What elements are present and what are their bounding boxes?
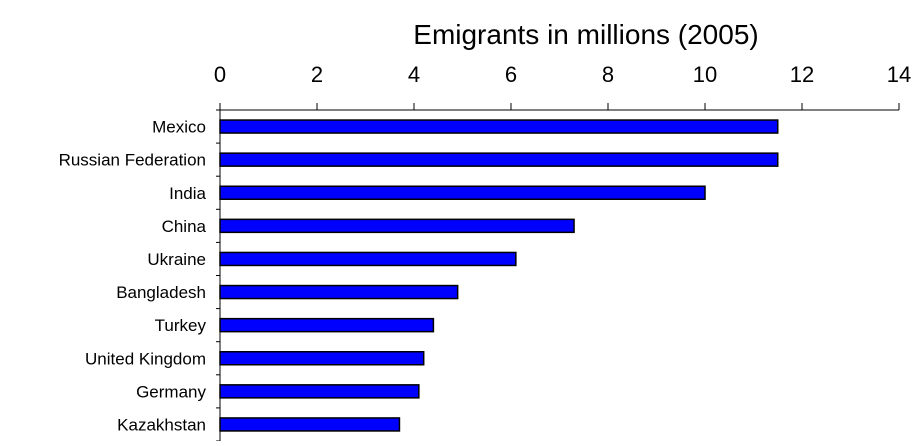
bar bbox=[219, 185, 706, 200]
x-tick-label: 4 bbox=[408, 62, 420, 87]
category-label: United Kingdom bbox=[85, 349, 206, 368]
category-label: Mexico bbox=[152, 118, 206, 137]
bar bbox=[219, 417, 401, 432]
x-axis: 0 2 4 6 8 10 12 14 bbox=[214, 62, 911, 111]
category-label: India bbox=[169, 184, 206, 203]
bar bbox=[219, 251, 517, 267]
x-tick-label: 6 bbox=[505, 62, 517, 87]
chart-title: Emigrants in millions (2005) bbox=[413, 19, 758, 50]
bar bbox=[219, 317, 435, 333]
x-tick-label: 14 bbox=[887, 62, 911, 87]
category-label: Ukraine bbox=[147, 250, 206, 269]
bar bbox=[219, 384, 420, 399]
category-label: Bangladesh bbox=[116, 283, 206, 302]
category-label: China bbox=[162, 217, 207, 236]
x-tick-label: 12 bbox=[790, 62, 814, 87]
x-tick-label: 0 bbox=[214, 62, 226, 87]
bar bbox=[219, 119, 779, 134]
category-label: Russian Federation bbox=[59, 151, 206, 170]
x-tick-label: 8 bbox=[602, 62, 614, 87]
x-tick-label: 2 bbox=[311, 62, 323, 87]
bar bbox=[219, 351, 425, 366]
x-tick-label: 10 bbox=[693, 62, 717, 87]
category-label: Turkey bbox=[155, 316, 207, 335]
bar bbox=[219, 284, 459, 300]
bars: Mexico Russian Federation India China Ukrain… bbox=[59, 118, 779, 434]
bar bbox=[219, 152, 779, 167]
category-label: Kazakhstan bbox=[117, 415, 206, 434]
category-label: Germany bbox=[136, 382, 206, 401]
bar bbox=[219, 218, 575, 234]
